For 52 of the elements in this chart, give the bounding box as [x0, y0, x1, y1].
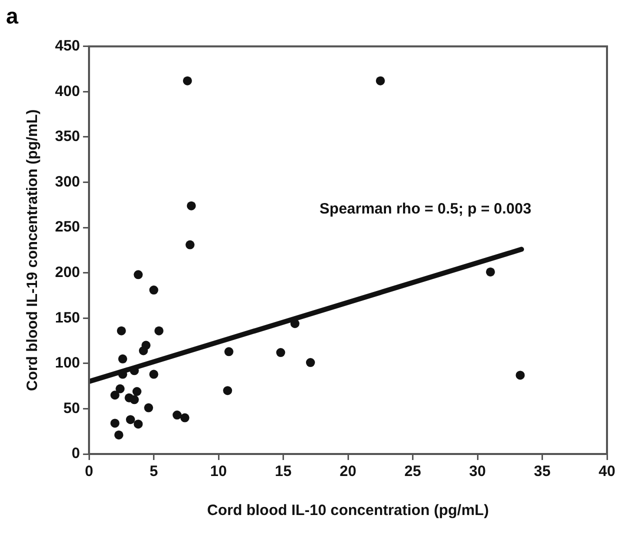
point: [180, 413, 190, 422]
point: [186, 201, 196, 210]
x-tick-label: 10: [210, 463, 227, 480]
point: [130, 395, 139, 404]
y-axis-title: Cord blood IL-19 concentration (pg/mL): [24, 109, 42, 392]
x-tick-label: 30: [469, 463, 486, 480]
point: [114, 430, 124, 440]
y-tick-label: 450: [54, 38, 80, 55]
point: [172, 410, 182, 420]
point: [118, 354, 128, 364]
y-tick-label: 100: [54, 354, 80, 372]
y-tick-label: 0: [72, 445, 80, 462]
point: [276, 348, 286, 358]
x-tick-label: 20: [340, 463, 356, 480]
point: [290, 319, 300, 328]
point: [186, 240, 195, 250]
x-tick-label: 15: [274, 463, 292, 480]
x-tick-label: 35: [534, 463, 551, 480]
annotation: Spearman rho = 0.5; p = 0.003: [320, 200, 532, 218]
y-tick-label: 300: [54, 173, 80, 190]
point: [110, 418, 120, 428]
y-tick-label: 50: [63, 400, 80, 417]
point: [223, 386, 232, 396]
y-tick-label: 350: [54, 128, 80, 146]
point: [134, 270, 143, 280]
point: [126, 415, 135, 424]
point: [132, 387, 142, 396]
point: [182, 76, 192, 86]
point: [306, 358, 315, 368]
point: [149, 286, 158, 295]
point: [138, 346, 148, 356]
y-tick-label: 150: [54, 309, 80, 326]
point: [116, 384, 125, 394]
x-tick-label: 40: [598, 463, 616, 480]
point: [149, 370, 158, 379]
x-tick-label: 0: [84, 463, 94, 480]
point: [154, 326, 164, 336]
y-tick-label: 250: [54, 218, 80, 236]
point: [110, 390, 120, 400]
y-tick-label: 200: [54, 264, 80, 281]
point: [116, 326, 126, 336]
chart-title: a: [6, 3, 19, 28]
point: [224, 347, 234, 356]
x-tick-label: 5: [150, 463, 158, 480]
point: [486, 267, 495, 276]
point: [376, 76, 385, 86]
point: [134, 420, 143, 429]
x-tick-label: 25: [404, 463, 422, 480]
point: [516, 370, 525, 380]
y-tick-label: 400: [54, 82, 80, 100]
x-axis-title: Cord blood IL-10 concentration (pg/mL): [207, 502, 489, 520]
point: [144, 403, 154, 412]
